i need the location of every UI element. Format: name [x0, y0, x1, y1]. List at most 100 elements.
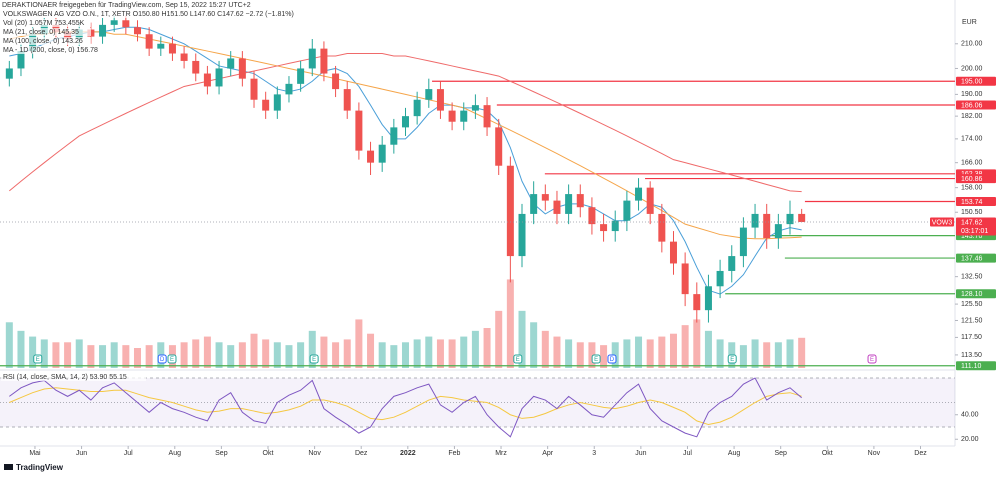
candle-body [693, 294, 701, 311]
volume-bar [635, 336, 643, 368]
candle-body [273, 94, 281, 111]
volume-bar [425, 336, 433, 368]
candle-body [588, 207, 596, 225]
candle-body [401, 116, 409, 128]
x-tick-label: Mai [29, 450, 41, 457]
volume-bar [541, 330, 549, 368]
volume-bar [133, 348, 141, 368]
candle-body [5, 68, 13, 79]
volume-bar [506, 279, 514, 368]
volume-bar [87, 345, 95, 368]
volume-bar [215, 342, 223, 368]
x-tick-label: Jul [683, 450, 692, 457]
volume-bar [378, 342, 386, 368]
logo [4, 464, 13, 470]
candle-body [798, 213, 806, 223]
candle-body [739, 227, 747, 257]
level-badge [956, 253, 996, 263]
volume-bar [99, 345, 107, 368]
y-tick-label: 150.50 [961, 209, 983, 216]
volume-bar [669, 333, 677, 368]
rsi-y-tick-label: 40.00 [961, 412, 979, 419]
rsi-line [9, 377, 802, 438]
y-tick-label: 166.00 [961, 160, 983, 167]
y-tick-label: 132.50 [961, 273, 983, 280]
volume-bar [530, 322, 538, 368]
volume-bar [367, 333, 375, 368]
volume-bar [436, 339, 444, 368]
volume-bar [483, 328, 491, 368]
candle-body [250, 78, 258, 100]
symbol-label: VOW3 [932, 219, 953, 226]
volume-bar [739, 345, 747, 368]
x-tick-label: Feb [448, 450, 460, 457]
candle-body [122, 20, 130, 28]
candle-body [425, 89, 433, 100]
candle-body [576, 194, 584, 208]
candle-body [448, 110, 456, 122]
volume-bar [308, 330, 316, 368]
volume-bar [646, 339, 654, 368]
y-tick-label: 200.00 [961, 65, 983, 72]
candle-body [238, 58, 246, 79]
volume-bar [192, 339, 200, 368]
volume-bar [553, 336, 561, 368]
legend-bg [1, 46, 91, 54]
x-tick-label: Okt [263, 450, 274, 457]
candle-body [471, 105, 479, 111]
level-label: 195.00 [961, 79, 983, 86]
y-tick-label: 210.00 [961, 41, 983, 48]
volume-bar [5, 322, 13, 368]
legend-entry: MA (100, close, 0) 143.26 [3, 38, 83, 45]
x-tick-label: 2022 [400, 450, 416, 457]
candle-body [378, 144, 386, 163]
x-tick-label: Aug [728, 450, 741, 457]
volume-bar [110, 342, 118, 368]
event-label: E [870, 357, 874, 363]
volume-bar [495, 310, 503, 368]
x-tick-label: Dez [914, 450, 927, 457]
volume-bar [658, 336, 666, 368]
volume-bar [343, 339, 351, 368]
candle-body [646, 187, 654, 214]
event-marker [867, 354, 877, 364]
event-label: E [36, 357, 40, 363]
legend-bg [1, 19, 91, 27]
volume-bar [576, 342, 584, 368]
y-tick-label: 174.00 [961, 136, 983, 143]
candle-body [763, 213, 771, 239]
level-badge [956, 289, 996, 299]
volume-bar [180, 342, 188, 368]
symbol-badge [930, 217, 954, 227]
ma-line [9, 31, 802, 240]
ma-line [9, 26, 802, 295]
candle-body [716, 270, 724, 287]
event-marker [727, 354, 737, 364]
volume-bar [262, 339, 270, 368]
current-price-label: 147.62 [961, 219, 983, 226]
candle-body [355, 110, 363, 151]
legend-entry: VOLKSWAGEN AG VZO O.N., 1T, XETR O150.80… [3, 11, 294, 18]
candle-body [320, 48, 328, 74]
candle-body [133, 27, 141, 35]
x-tick-label: Jul [124, 450, 133, 457]
level-badge [956, 100, 996, 110]
level-badge [956, 76, 996, 86]
candle-body [669, 241, 677, 264]
candle-body [681, 263, 689, 295]
event-marker [607, 354, 617, 364]
event-marker [167, 354, 177, 364]
volume-bar [122, 345, 130, 368]
volume-bar [250, 333, 258, 368]
x-tick-label: Sep [215, 450, 228, 457]
legend-entry: Vol (20) 1.057M 753.455K [3, 20, 85, 27]
event-marker [157, 354, 167, 364]
y-tick-label: 190.00 [961, 91, 983, 98]
level-label: 153.74 [961, 199, 983, 206]
volume-bar [600, 345, 608, 368]
volume-bar [460, 336, 468, 368]
event-marker [309, 354, 319, 364]
candle-body [343, 89, 351, 111]
legend-bg [1, 373, 146, 381]
